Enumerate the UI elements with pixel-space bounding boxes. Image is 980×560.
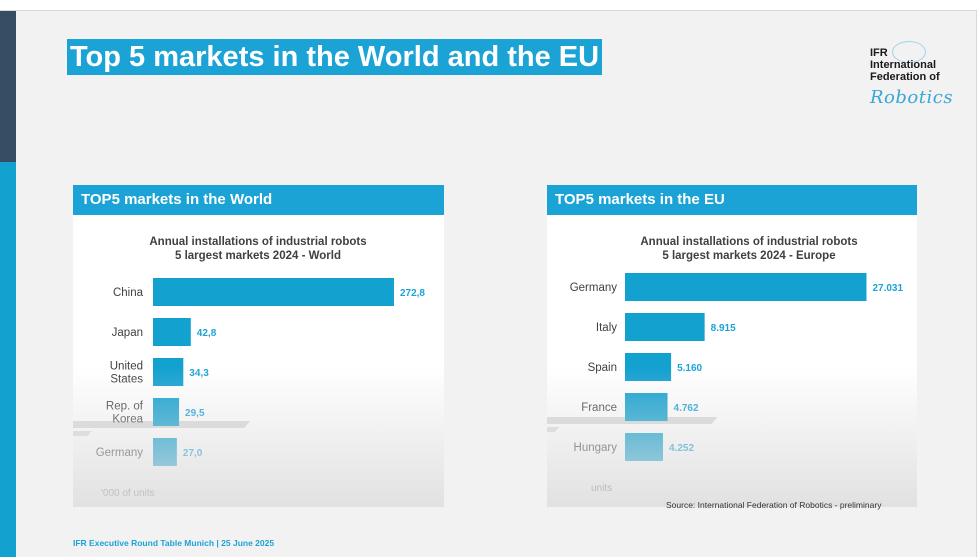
- value-label-3: 29,5: [185, 408, 205, 419]
- unit-note: '000 of units: [101, 488, 155, 499]
- chart-title-line: Annual installations of industrial robot…: [149, 236, 366, 248]
- bar-2: [625, 353, 672, 381]
- bar-3: [625, 393, 668, 421]
- value-label-2: 34,3: [189, 368, 209, 379]
- category-label-1: Italy: [596, 322, 617, 334]
- category-label-0-line: Germany: [570, 282, 618, 294]
- logo-line-1: IFR: [870, 47, 888, 59]
- value-label-4: 4.252: [669, 443, 694, 454]
- slide-title: Top 5 markets in the World and the EU: [67, 39, 603, 75]
- category-label-3: Rep. of Korea: [106, 401, 144, 426]
- category-label-1: Japan: [112, 327, 143, 339]
- bar-1: [625, 313, 705, 341]
- chart-title: Annual installations of industrial robot…: [149, 236, 366, 262]
- ifr-logo: IFR International Federation of Robotics: [870, 41, 966, 117]
- bar-3: [153, 398, 180, 426]
- bar-0: [625, 273, 867, 301]
- value-label-0: 272,8: [400, 288, 425, 299]
- category-label-4-line: Hungary: [574, 442, 618, 454]
- unit-note: units: [591, 483, 612, 494]
- sidebar-accent-dark: [0, 11, 16, 162]
- value-label-2: 5.160: [677, 363, 702, 374]
- category-label-3-line: Korea: [112, 414, 143, 426]
- chart-title: Annual installations of industrial robot…: [640, 236, 857, 262]
- source-note: Source: International Federation of Robo…: [666, 500, 882, 510]
- value-label-0: 27.031: [872, 283, 903, 294]
- category-label-2-line: Spain: [588, 362, 617, 374]
- category-label-4-line: Germany: [96, 447, 144, 459]
- category-label-0: Germany: [570, 282, 618, 294]
- world-chart-panel: TOP5 markets in the World Annual install…: [73, 185, 444, 507]
- decor-shadow: [73, 421, 251, 428]
- category-label-3: France: [581, 402, 617, 414]
- logo-line-2: International: [870, 59, 937, 71]
- category-label-2-line: States: [110, 374, 143, 386]
- bar-4: [153, 438, 177, 466]
- value-label-1: 8.915: [711, 323, 736, 334]
- sidebar-accent-light: [0, 162, 16, 557]
- eu-chart-panel: TOP5 markets in the EU Annual installati…: [547, 185, 917, 507]
- category-label-0-line: China: [113, 287, 144, 299]
- value-label-1: 42,8: [197, 328, 217, 339]
- chart-title-line: Annual installations of industrial robot…: [640, 236, 857, 248]
- value-label-4: 27,0: [183, 448, 203, 459]
- chart-title-line: 5 largest markets 2024 - World: [175, 250, 341, 262]
- category-label-2: United States: [110, 361, 143, 386]
- category-label-3-line: France: [581, 402, 617, 414]
- logo-text: IFR International Federation of: [870, 47, 940, 83]
- world-chart: Annual installations of industrial robot…: [73, 236, 425, 499]
- globe-icon: [892, 41, 926, 63]
- logo-script: Robotics: [870, 87, 954, 108]
- bar-2: [153, 358, 184, 386]
- category-label-4: Hungary: [574, 442, 618, 454]
- bar-1: [153, 318, 191, 346]
- world-panel-header: TOP5 markets in the World: [73, 185, 444, 215]
- eu-chart: Annual installations of industrial robot…: [547, 236, 904, 494]
- category-label-2-line: United: [110, 361, 143, 373]
- eu-panel-header: TOP5 markets in the EU: [547, 185, 917, 215]
- category-label-1-line: Japan: [112, 327, 143, 339]
- footer-text: IFR Executive Round Table Munich | 25 Ju…: [73, 538, 275, 548]
- category-label-4: Germany: [96, 447, 144, 459]
- logo-line-3: Federation of: [870, 71, 940, 83]
- decor-shadow: [73, 431, 92, 436]
- value-label-3: 4.762: [674, 403, 699, 414]
- bar-0: [153, 278, 394, 306]
- slide: Top 5 markets in the World and the EU IF…: [0, 10, 977, 557]
- category-label-3-line: Rep. of: [106, 401, 144, 413]
- bar-4: [625, 433, 663, 461]
- category-label-2: Spain: [588, 362, 617, 374]
- category-label-1-line: Italy: [596, 322, 617, 334]
- chart-title-line: 5 largest markets 2024 - Europe: [662, 250, 835, 262]
- category-label-0: China: [113, 287, 144, 299]
- decor-shadow: [547, 427, 560, 432]
